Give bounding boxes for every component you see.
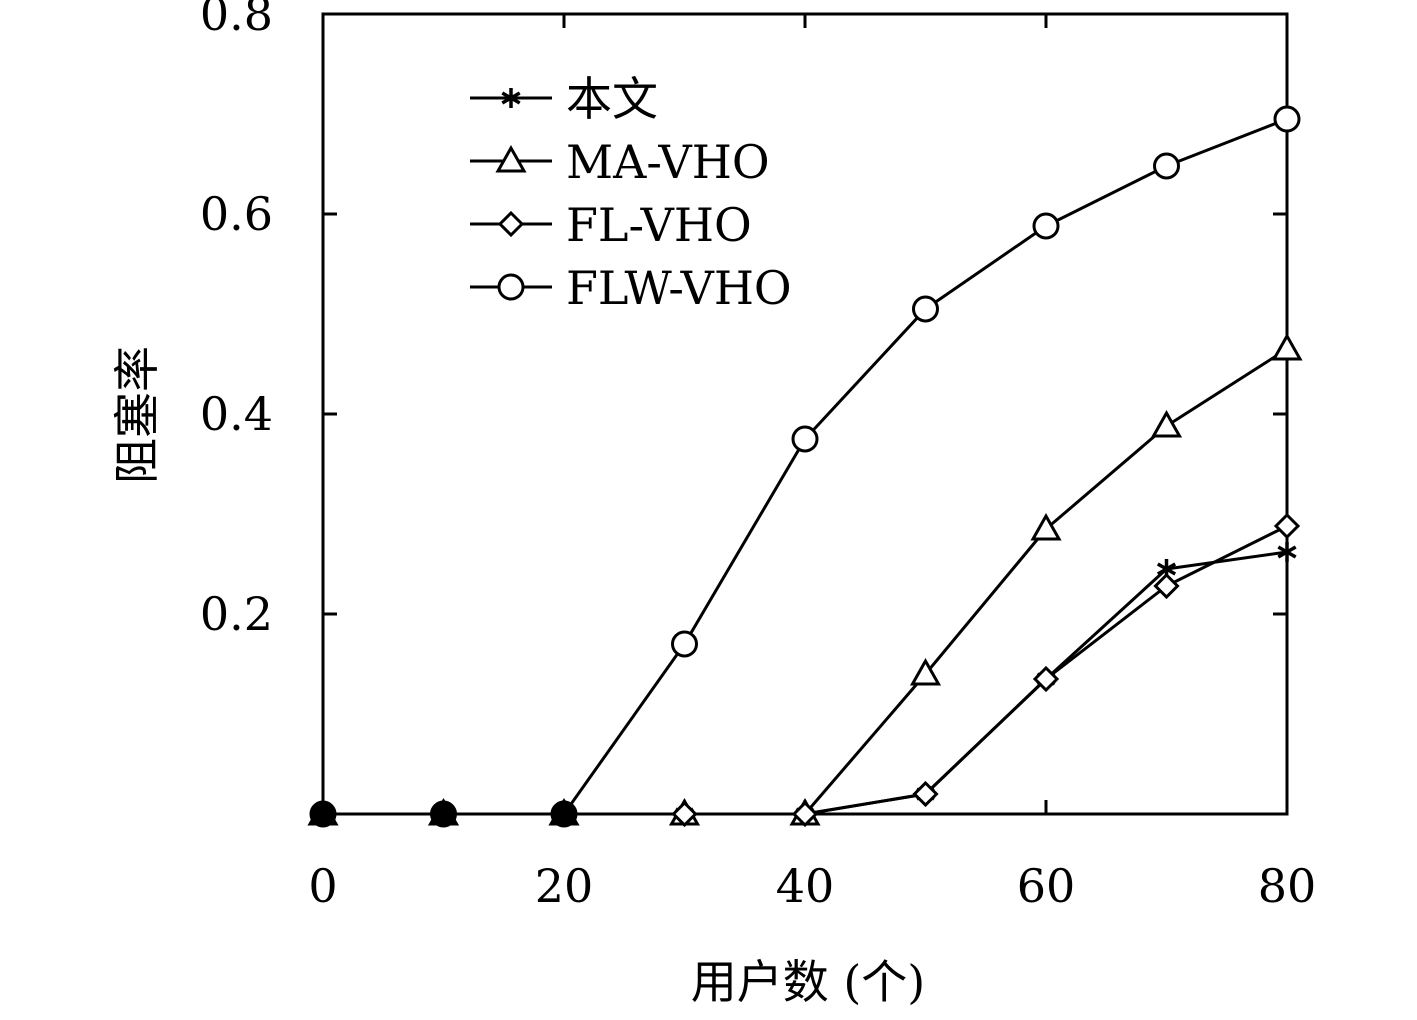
overlap-points (311, 802, 576, 826)
y-axis-label: 阻塞率 (110, 346, 164, 484)
series-asterisk (313, 542, 1297, 824)
data-point-diamond (1153, 572, 1180, 600)
legend-item-asterisk: 本文 (470, 72, 658, 126)
data-point-circle (1032, 212, 1060, 240)
y-tick-label: 0.4 (200, 387, 273, 441)
data-point-diamond (497, 210, 525, 238)
series-line (323, 550, 1288, 816)
data-point-circle (671, 630, 698, 658)
x-tick-label: 40 (776, 859, 835, 913)
data-point-diamond (912, 780, 939, 808)
legend-label: FLW-VHO (566, 261, 792, 315)
series-circle (309, 105, 1301, 828)
overlap-point (431, 802, 456, 826)
x-tick-label: 80 (1258, 859, 1317, 913)
data-point-circle (1273, 105, 1301, 133)
asterisk-stroke (1277, 545, 1297, 559)
overlap-point (552, 802, 576, 826)
data-point-triangle (1150, 409, 1183, 438)
y-tick-label: 0.2 (200, 587, 273, 641)
x-tick-label: 0 (308, 859, 337, 913)
x-axis-label: 用户数 (个) (691, 955, 926, 1009)
data-point-diamond (791, 800, 819, 828)
legend-item-diamond: FL-VHO (470, 198, 752, 252)
data-point-circle (1153, 152, 1180, 180)
x-tick-label: 60 (1017, 859, 1076, 913)
data-point-triangle (1030, 512, 1062, 541)
series-line (323, 524, 1288, 816)
data-point-triangle (1271, 332, 1303, 361)
data-point-asterisk (1277, 542, 1297, 562)
legend-item-circle: FLW-VHO (470, 261, 792, 315)
data-point-asterisk (501, 88, 521, 108)
data-point-circle (912, 295, 939, 323)
data-point-diamond (671, 800, 698, 828)
overlap-point (311, 802, 335, 826)
series-triangle (307, 332, 1303, 826)
series-line (323, 117, 1288, 816)
series-line (323, 347, 1288, 816)
asterisk-stroke (1156, 562, 1177, 576)
data-point-triangle (495, 144, 527, 173)
legend-label: MA-VHO (566, 135, 770, 189)
data-point-circle (791, 425, 819, 453)
y-tick-label: 0.8 (200, 0, 273, 41)
series-diamond (309, 512, 1301, 828)
data-point-diamond (1273, 512, 1301, 540)
y-tick-label: 0.6 (200, 187, 273, 241)
asterisk-stroke (501, 91, 521, 105)
legend-label: 本文 (566, 72, 658, 126)
legend-item-triangle: MA-VHO (470, 135, 770, 189)
x-tick-label: 20 (535, 859, 594, 913)
data-point-diamond (1032, 665, 1060, 693)
legend-label: FL-VHO (566, 198, 752, 252)
data-point-triangle (909, 657, 942, 686)
data-point-circle (497, 273, 525, 301)
plot-frame (321, 12, 1289, 816)
